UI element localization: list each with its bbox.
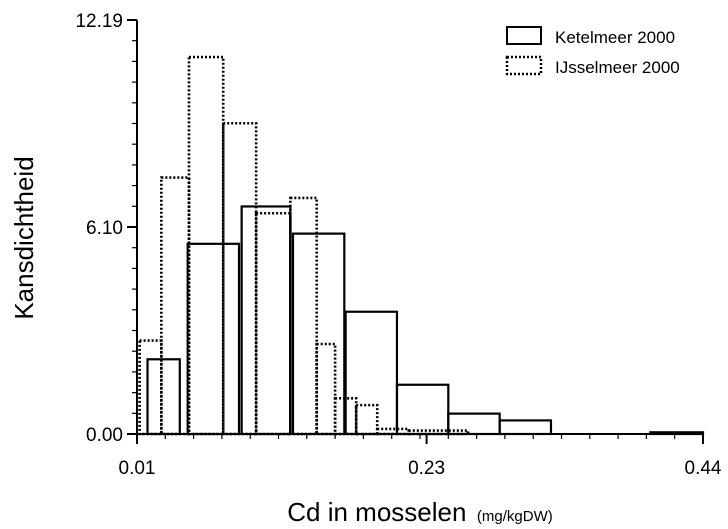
x-tick-label-1: 0.23 <box>408 458 445 479</box>
bar-ijsselmeer-4 <box>254 211 292 436</box>
bar-ijsselmeer-5 <box>289 196 318 436</box>
bar-ijsselmeer-6 <box>315 342 337 436</box>
legend-label-ijsselmeer: IJsselmeer 2000 <box>555 58 680 77</box>
x-axis: 0.01 0.23 0.44 <box>119 433 722 479</box>
bar-ketelmeer-4 <box>344 310 399 436</box>
y-tick-label-0: 0.00 <box>86 425 123 446</box>
bar-ijsselmeer-0 <box>138 339 163 436</box>
bar-ketelmeer-6 <box>447 412 501 436</box>
y-tick-label-1: 6.10 <box>86 218 123 239</box>
bar-ijsselmeer-2 <box>187 55 225 436</box>
bar-ijsselmeer-8 <box>354 403 379 436</box>
x-tick-label-0: 0.01 <box>119 458 156 479</box>
bar-ketelmeer-1 <box>186 242 241 436</box>
bar-ketelmeer-5 <box>395 383 450 436</box>
bar-ijsselmeer-1 <box>160 176 191 436</box>
legend-swatch-ijsselmeer <box>505 55 543 76</box>
y-axis-title: Kansdichtheid <box>9 156 39 319</box>
series-ijsselmeer <box>138 55 470 436</box>
legend-label-ketelmeer: Ketelmeer 2000 <box>555 28 675 47</box>
bar-ketelmeer-0 <box>146 358 181 436</box>
x-axis-title: Cd in mosselen (mg/kgDW) <box>287 497 552 527</box>
plot-area <box>138 55 705 436</box>
bar-ketelmeer-2 <box>240 205 292 436</box>
x-axis-title-unit: (mg/kgDW) <box>477 508 553 525</box>
legend-swatch-ketelmeer <box>506 26 542 45</box>
y-axis: 0.00 6.10 12.19 <box>75 11 138 446</box>
legend: Ketelmeer 2000 IJsselmeer 2000 <box>505 26 680 77</box>
bar-ketelmeer-3 <box>291 232 346 436</box>
x-tick-label-2: 0.44 <box>685 458 722 479</box>
y-tick-label-2: 12.19 <box>75 11 123 32</box>
series-ketelmeer <box>146 205 705 436</box>
bar-ketelmeer-7 <box>498 419 553 436</box>
x-axis-title-text: Cd in mosselen <box>287 497 466 527</box>
